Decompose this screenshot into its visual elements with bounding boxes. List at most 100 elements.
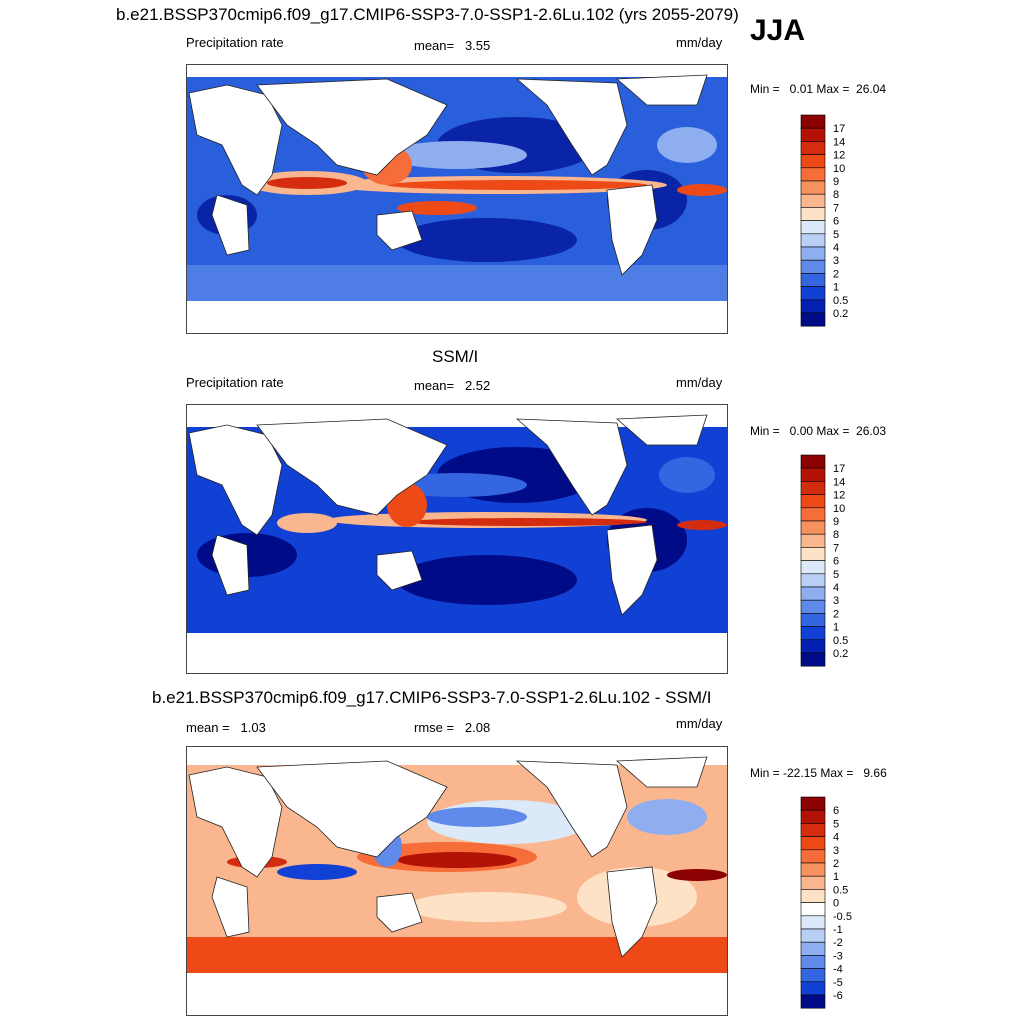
variable-label: Precipitation rate xyxy=(186,375,284,390)
colorbar-tick-label: -5 xyxy=(833,977,843,989)
colorbar-tick-label: 7 xyxy=(833,542,839,554)
colorbar-tick-label: -2 xyxy=(833,937,843,949)
colorbar-tick-label: 5 xyxy=(833,569,839,581)
colorbar-tick-label: 4 xyxy=(833,242,839,254)
colorbar-box xyxy=(800,299,826,314)
colorbar-tick-label: 4 xyxy=(833,832,839,844)
minmax-label: Min = 0.00 Max = 26.03 xyxy=(750,424,887,438)
colorbar-box xyxy=(800,481,826,495)
colorbar-box xyxy=(800,114,826,129)
colorbar-tick-label: 1 xyxy=(833,871,839,883)
colorbar-box xyxy=(800,941,826,956)
colorbar-tick-label: 5 xyxy=(833,818,839,830)
colorbar-box xyxy=(800,875,826,890)
colorbar-box xyxy=(800,273,826,287)
colorbar-box xyxy=(800,560,826,575)
colorbar-box xyxy=(800,968,826,983)
panel-title: b.e21.BSSP370cmip6.f09_g17.CMIP6-SSP3-7.… xyxy=(116,5,739,24)
colorbar-box xyxy=(800,809,826,824)
colorbar-tick-label: 9 xyxy=(833,516,839,528)
colorbar-box xyxy=(800,796,826,811)
mean-label: mean = 1.03 xyxy=(186,720,266,735)
colorbar-tick-label: 0.2 xyxy=(833,648,848,660)
colorbar-tick-label: 3 xyxy=(833,845,839,857)
colorbar-tick-label: 3 xyxy=(833,595,839,607)
units-label: mm/day xyxy=(676,375,723,390)
colorbar-box xyxy=(800,507,826,522)
colorbar-boxes xyxy=(800,796,826,1009)
colorbar-tick-label: 7 xyxy=(833,202,839,214)
colorbar-tick-label: 1 xyxy=(833,282,839,294)
colorbar-tick-label: 10 xyxy=(833,503,845,515)
colorbar-tick-label: 2 xyxy=(833,268,839,280)
colorbar-tick-label: 6 xyxy=(833,216,839,228)
difference-map xyxy=(186,746,728,1016)
colorbar-tick-label: 0.2 xyxy=(833,308,848,320)
colorbar-box xyxy=(800,520,826,535)
colorbar-tick-label: -1 xyxy=(833,924,843,936)
colorbar-tick-label: 17 xyxy=(833,463,845,475)
colorbar-tick-label: 10 xyxy=(833,163,845,175)
colorbar-tick-label: -0.5 xyxy=(833,911,852,923)
colorbar-box xyxy=(800,193,826,208)
colorbar-box xyxy=(800,994,826,1009)
precip-map xyxy=(186,404,728,674)
colorbar-box xyxy=(800,928,826,943)
colorbar-box xyxy=(800,626,826,641)
colorbar-box xyxy=(800,915,826,930)
colorbar-tick-label: 2 xyxy=(833,858,839,870)
colorbar-tick-label: 5 xyxy=(833,229,839,241)
colorbar-tick-label: 3 xyxy=(833,255,839,267)
colorbar-box xyxy=(800,573,826,588)
colorbar-box xyxy=(800,454,826,469)
colorbar-tick-label: 4 xyxy=(833,582,839,594)
colorbar-box xyxy=(800,862,826,877)
colorbar-boxes xyxy=(800,454,826,667)
colorbar-box xyxy=(800,141,826,155)
colorbar-box xyxy=(800,981,826,996)
colorbar-box xyxy=(800,207,826,221)
colorbar-tick-label: 0 xyxy=(833,898,839,910)
colorbar-tick-label: 8 xyxy=(833,529,839,541)
colorbar-box xyxy=(800,494,826,509)
colorbar-boxes xyxy=(800,114,826,327)
colorbar-box xyxy=(800,599,826,614)
colorbar-box xyxy=(800,955,826,969)
colorbar-tick-label: 6 xyxy=(833,805,839,817)
colorbar-tick-label: 12 xyxy=(833,490,845,502)
colorbar-box xyxy=(800,902,826,917)
colorbar-box xyxy=(800,167,826,182)
colorbar-tick-label: 0.5 xyxy=(833,295,848,307)
colorbar-box xyxy=(800,836,826,851)
colorbar-box xyxy=(800,312,826,327)
colorbar-tick-label: 14 xyxy=(833,476,845,488)
colorbar-tick-label: -3 xyxy=(833,950,843,962)
colorbar-box xyxy=(800,652,826,667)
colorbar-box xyxy=(800,547,826,561)
minmax-label: Min = -22.15 Max = 9.66 xyxy=(750,766,887,780)
mean-label: mean= 2.52 xyxy=(414,378,491,393)
colorbar-tick-label: 17 xyxy=(833,123,845,135)
minmax-label: Min = 0.01 Max = 26.04 xyxy=(750,82,887,96)
colorbar-box xyxy=(800,823,826,837)
colorbar-box xyxy=(800,286,826,301)
precip-map xyxy=(186,64,728,334)
mean-label: mean= 3.55 xyxy=(414,38,491,53)
colorbar-box xyxy=(800,259,826,274)
colorbar-box xyxy=(800,639,826,654)
colorbar-box xyxy=(800,220,826,235)
colorbar-tick-label: 14 xyxy=(833,136,845,148)
colorbar-tick-label: 12 xyxy=(833,150,845,162)
colorbar-box xyxy=(800,849,826,864)
colorbar-box xyxy=(800,127,826,142)
colorbar-tick-label: -6 xyxy=(833,990,843,1002)
variable-label: Precipitation rate xyxy=(186,35,284,50)
season-label: JJA xyxy=(750,14,806,47)
units-label: mm/day xyxy=(676,35,723,50)
